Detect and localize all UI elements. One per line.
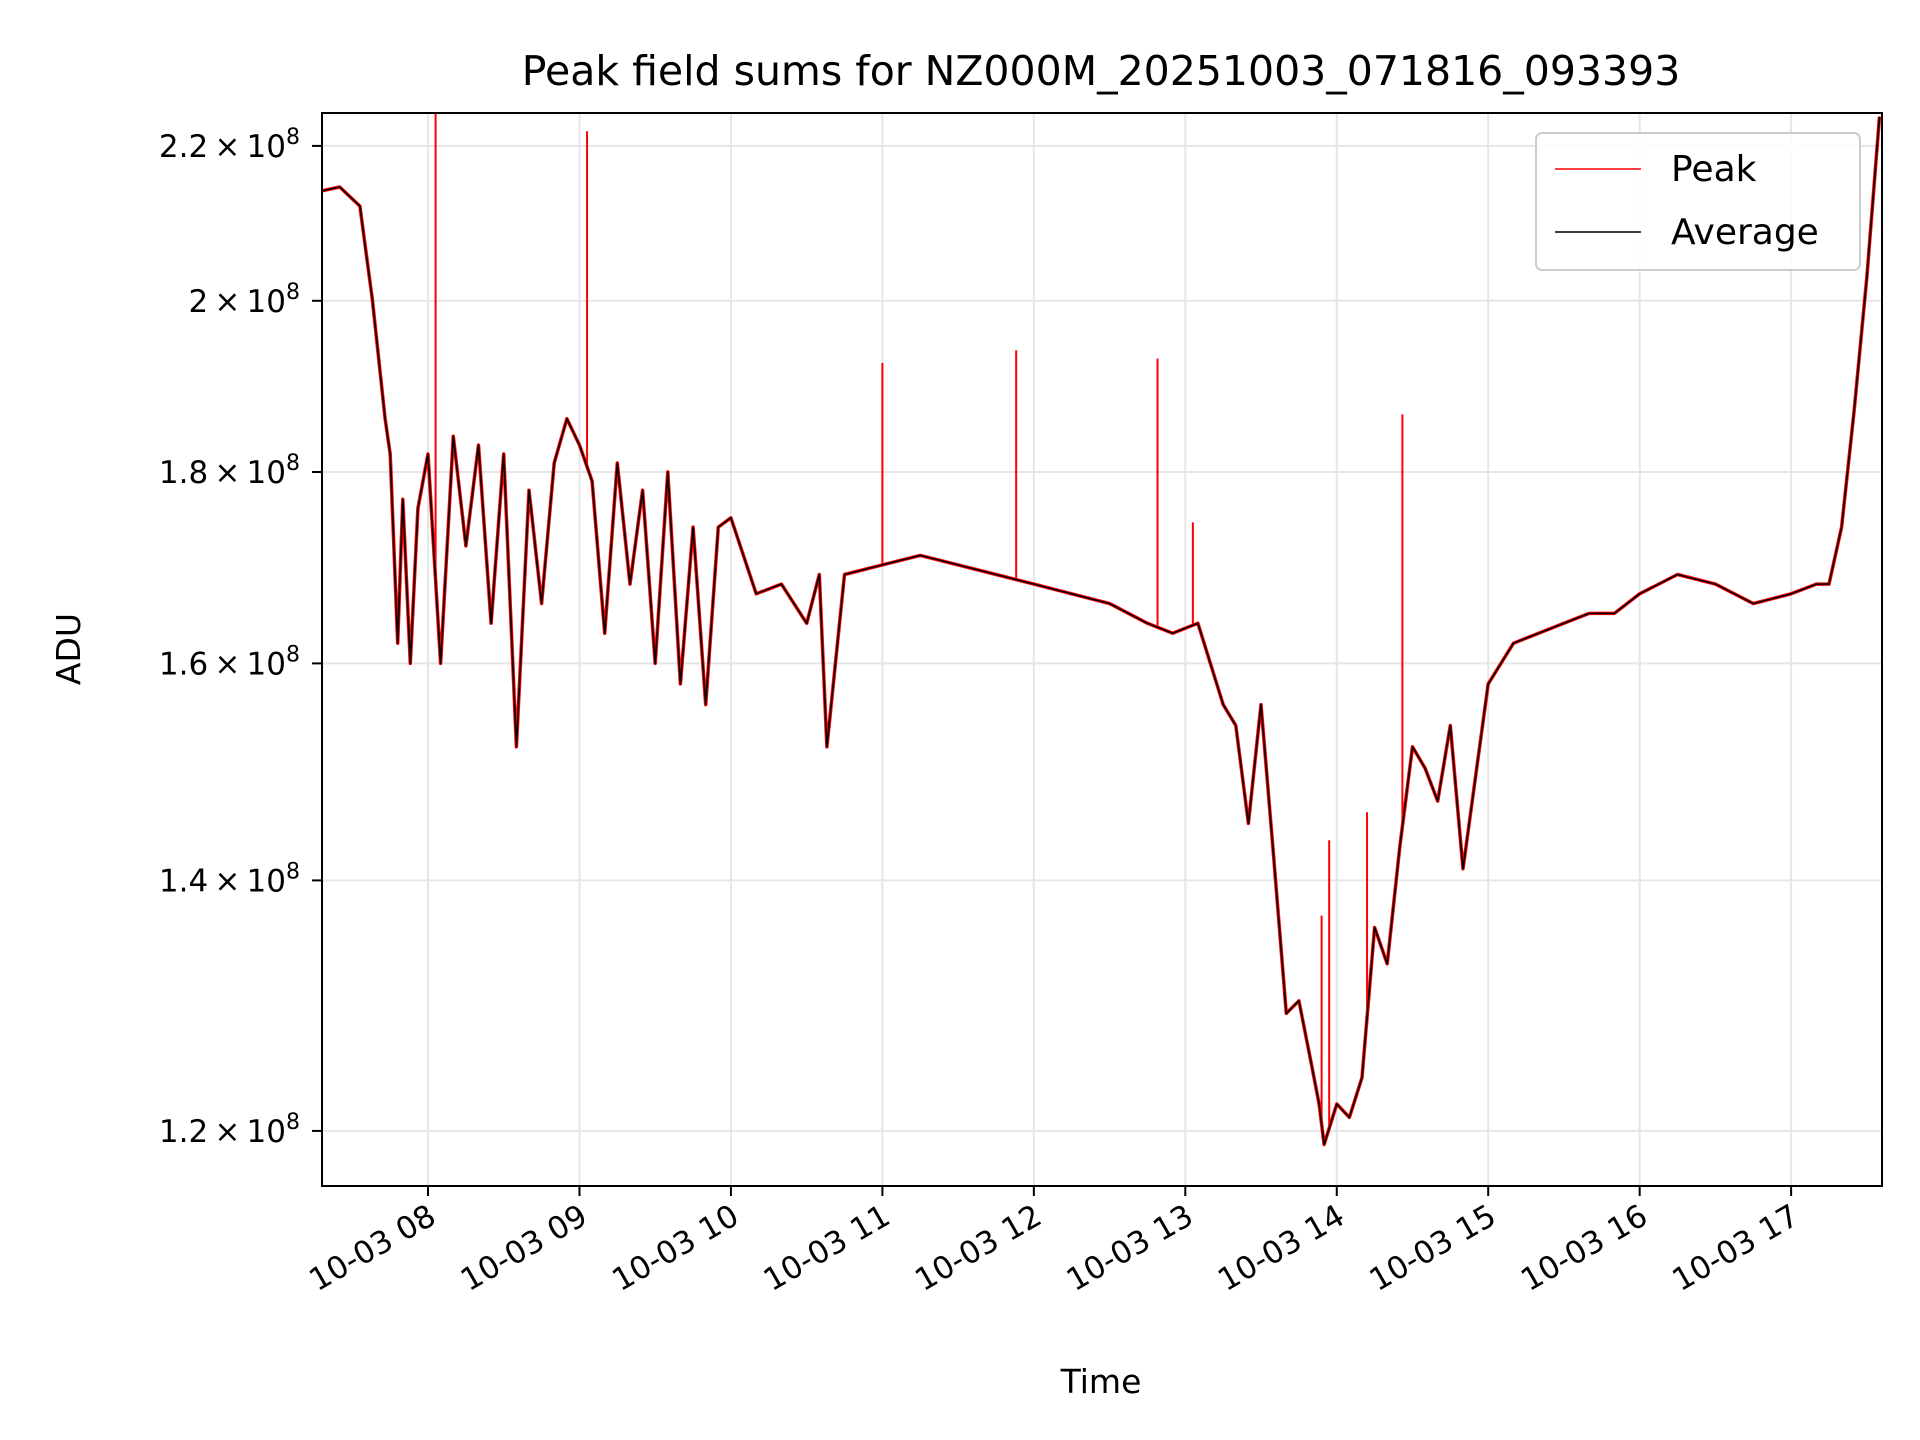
y-tick-label: 1.6 × 108 [159, 642, 300, 682]
legend-box [1535, 132, 1861, 271]
legend-label-average: Average [1671, 212, 1819, 253]
y-tick-label: 2 × 108 [188, 280, 300, 320]
legend-label-peak: Peak [1671, 149, 1757, 190]
legend: Peak Average [1535, 132, 1861, 271]
plot-lines [322, 113, 1882, 1147]
grid [322, 113, 1882, 1186]
y-tick-label: 1.8 × 108 [159, 451, 300, 491]
average-series-line [322, 116, 1881, 1146]
y-axis: 1.2 × 108 1.4 × 108 1.6 × 108 1.8 × 108 2 × … [159, 125, 322, 1150]
y-tick-label: 2.2 × 108 [159, 125, 300, 165]
plot-frame [321, 112, 1883, 1187]
x-axis-label: Time [1060, 1362, 1142, 1401]
y-tick-label: 1.4 × 108 [159, 859, 300, 899]
y-tick-label: 1.2 × 108 [159, 1110, 300, 1150]
chart-title: Peak field sums for NZ000M_20251003_0718… [522, 47, 1681, 95]
y-axis-label: ADU [49, 613, 88, 685]
